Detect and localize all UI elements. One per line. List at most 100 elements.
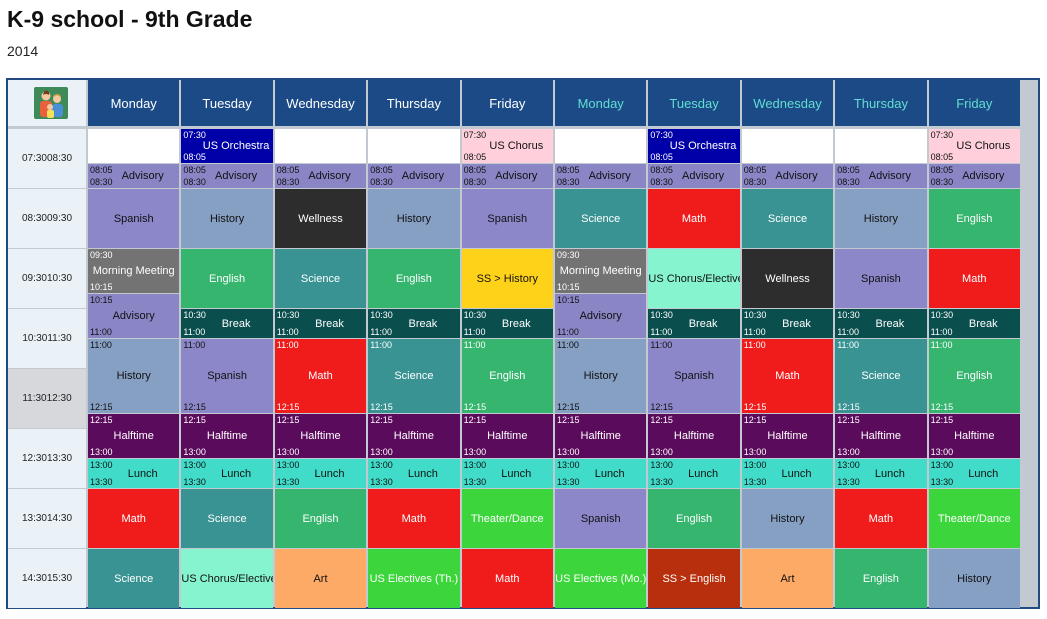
class-block-lunch[interactable]: Lunch 13:00 13:30 [181, 459, 273, 488]
class-block-science[interactable]: Science [274, 249, 367, 308]
class-block-math[interactable]: Math [928, 249, 1020, 308]
class-block-english[interactable]: English 11:00 12:15 [928, 339, 1020, 413]
class-block-morning-meeting[interactable]: Morning Meeting 09:30 10:15 [555, 249, 647, 293]
day-header-monday[interactable]: Monday [555, 80, 647, 126]
class-block-english[interactable]: English [368, 249, 460, 308]
class-block-advisory[interactable]: Advisory 08:05 08:30 [648, 164, 740, 188]
class-block-math[interactable]: Math 11:00 12:15 [741, 339, 834, 413]
class-block-lunch[interactable]: Lunch 13:00 13:30 [648, 459, 740, 488]
class-block-advisory[interactable]: Advisory 08:05 08:30 [555, 164, 647, 188]
class-block-science[interactable]: Science [181, 489, 273, 548]
day-header-tuesday[interactable]: Tuesday [181, 80, 273, 126]
empty-slot[interactable] [835, 129, 927, 163]
class-block-spanish[interactable]: Spanish [461, 189, 553, 248]
class-block-break[interactable]: Break 10:30 11:00 [648, 309, 740, 338]
class-block-theater-dance[interactable]: Theater/Dance [461, 489, 553, 548]
class-block-wellness[interactable]: Wellness [741, 249, 834, 308]
class-block-history[interactable]: History [835, 189, 927, 248]
class-block-english[interactable]: English [274, 489, 367, 548]
class-block-spanish[interactable]: Spanish 11:00 12:15 [181, 339, 273, 413]
class-block-us-electives-mo[interactable]: US Electives (Mo.) [555, 549, 647, 608]
class-block-halftime[interactable]: Halftime 12:15 13:00 [835, 414, 927, 458]
class-block-spanish[interactable]: Spanish [555, 489, 647, 548]
class-block-math[interactable]: Math 11:00 12:15 [274, 339, 367, 413]
class-block-advisory[interactable]: Advisory 08:05 08:30 [461, 164, 553, 188]
class-block-science[interactable]: Science [555, 189, 647, 248]
class-block-break[interactable]: Break 10:30 11:00 [274, 309, 367, 338]
class-block-break[interactable]: Break 10:30 11:00 [368, 309, 460, 338]
day-header-monday[interactable]: Monday [88, 80, 180, 126]
class-block-science[interactable]: Science 11:00 12:15 [835, 339, 927, 413]
class-block-lunch[interactable]: Lunch 13:00 13:30 [88, 459, 180, 488]
class-block-english[interactable]: English 11:00 12:15 [461, 339, 553, 413]
class-block-math[interactable]: Math [461, 549, 553, 608]
class-block-us-chorus[interactable]: US Chorus 07:30 08:05 [461, 129, 553, 163]
class-block-break[interactable]: Break 10:30 11:00 [928, 309, 1020, 338]
class-block-halftime[interactable]: Halftime 12:15 13:00 [555, 414, 647, 458]
class-block-advisory[interactable]: Advisory 08:05 08:30 [88, 164, 180, 188]
class-block-break[interactable]: Break 10:30 11:00 [181, 309, 273, 338]
class-block-us-chorus[interactable]: US Chorus 07:30 08:05 [928, 129, 1020, 163]
class-block-advisory[interactable]: Advisory 08:05 08:30 [928, 164, 1020, 188]
class-block-art[interactable]: Art [741, 549, 834, 608]
empty-slot[interactable] [368, 129, 460, 163]
class-block-us-orchestra[interactable]: US Orchestra 07:30 08:05 [181, 129, 273, 163]
class-block-science[interactable]: Science [88, 549, 180, 608]
class-block-ss-english[interactable]: SS > English [648, 549, 740, 608]
class-block-advisory[interactable]: Advisory 10:15 11:00 [555, 294, 647, 338]
class-block-theater-dance[interactable]: Theater/Dance [928, 489, 1020, 548]
class-block-ss-history[interactable]: SS > History [461, 249, 553, 308]
day-header-wednesday[interactable]: Wednesday [274, 80, 367, 126]
class-block-math[interactable]: Math [648, 189, 740, 248]
class-block-halftime[interactable]: Halftime 12:15 13:00 [741, 414, 834, 458]
class-block-us-orchestra[interactable]: US Orchestra 07:30 08:05 [648, 129, 740, 163]
empty-slot[interactable] [555, 129, 647, 163]
day-header-friday[interactable]: Friday [461, 80, 553, 126]
class-block-break[interactable]: Break 10:30 11:00 [835, 309, 927, 338]
class-block-advisory[interactable]: Advisory 08:05 08:30 [368, 164, 460, 188]
class-block-history[interactable]: History 11:00 12:15 [555, 339, 647, 413]
class-block-halftime[interactable]: Halftime 12:15 13:00 [461, 414, 553, 458]
class-block-math[interactable]: Math [835, 489, 927, 548]
class-block-history[interactable]: History [741, 489, 834, 548]
class-block-history[interactable]: History [368, 189, 460, 248]
empty-slot[interactable] [741, 129, 834, 163]
class-block-english[interactable]: English [928, 189, 1020, 248]
class-block-break[interactable]: Break 10:30 11:00 [461, 309, 553, 338]
class-block-art[interactable]: Art [274, 549, 367, 608]
class-block-lunch[interactable]: Lunch 13:00 13:30 [555, 459, 647, 488]
empty-slot[interactable] [88, 129, 180, 163]
class-block-science[interactable]: Science 11:00 12:15 [368, 339, 460, 413]
day-header-friday[interactable]: Friday [928, 80, 1020, 126]
day-header-tuesday[interactable]: Tuesday [648, 80, 740, 126]
class-block-halftime[interactable]: Halftime 12:15 13:00 [274, 414, 367, 458]
class-block-lunch[interactable]: Lunch 13:00 13:30 [741, 459, 834, 488]
class-block-us-chorus-elective[interactable]: US Chorus/Elective [648, 249, 740, 308]
class-block-lunch[interactable]: Lunch 13:00 13:30 [274, 459, 367, 488]
class-block-spanish[interactable]: Spanish [835, 249, 927, 308]
class-block-math[interactable]: Math [88, 489, 180, 548]
class-block-english[interactable]: English [835, 549, 927, 608]
class-block-halftime[interactable]: Halftime 12:15 13:00 [928, 414, 1020, 458]
day-header-thursday[interactable]: Thursday [835, 80, 927, 126]
day-header-wednesday[interactable]: Wednesday [741, 80, 834, 126]
class-block-us-electives-th[interactable]: US Electives (Th.) [368, 549, 460, 608]
class-block-english[interactable]: English [181, 249, 273, 308]
class-block-spanish[interactable]: Spanish 11:00 12:15 [648, 339, 740, 413]
class-block-advisory[interactable]: Advisory 10:15 11:00 [88, 294, 180, 338]
class-block-halftime[interactable]: Halftime 12:15 13:00 [88, 414, 180, 458]
class-block-advisory[interactable]: Advisory 08:05 08:30 [835, 164, 927, 188]
class-block-halftime[interactable]: Halftime 12:15 13:00 [368, 414, 460, 458]
class-block-morning-meeting[interactable]: Morning Meeting 09:30 10:15 [88, 249, 180, 293]
class-block-science[interactable]: Science [741, 189, 834, 248]
class-block-break[interactable]: Break 10:30 11:00 [741, 309, 834, 338]
class-block-halftime[interactable]: Halftime 12:15 13:00 [181, 414, 273, 458]
class-block-advisory[interactable]: Advisory 08:05 08:30 [181, 164, 273, 188]
class-block-lunch[interactable]: Lunch 13:00 13:30 [461, 459, 553, 488]
class-block-advisory[interactable]: Advisory 08:05 08:30 [274, 164, 367, 188]
class-block-history[interactable]: History [928, 549, 1020, 608]
class-block-halftime[interactable]: Halftime 12:15 13:00 [648, 414, 740, 458]
class-block-lunch[interactable]: Lunch 13:00 13:30 [835, 459, 927, 488]
day-header-thursday[interactable]: Thursday [368, 80, 460, 126]
class-block-history[interactable]: History [181, 189, 273, 248]
